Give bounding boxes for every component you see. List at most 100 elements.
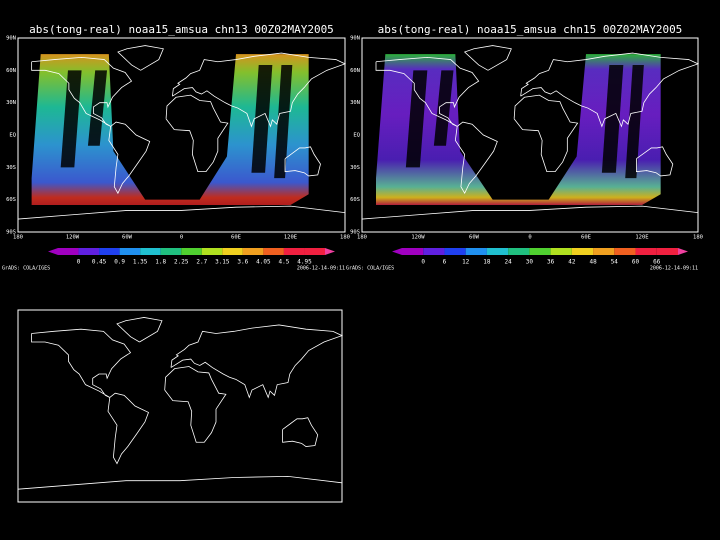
lat-label: 30S <box>6 165 16 171</box>
lat-label: 90S <box>350 230 360 236</box>
colorbar-segment <box>222 248 243 255</box>
lat-label: 90N <box>350 36 360 42</box>
colorbar-end <box>392 248 402 255</box>
coastline <box>117 45 164 71</box>
colorbar-segment <box>78 248 100 255</box>
colorbar-label: 3.6 <box>237 259 248 266</box>
colorbar-label: 54 <box>611 259 619 266</box>
swath-gap <box>251 64 273 173</box>
colorbar-label: 1.8 <box>155 259 166 266</box>
lat-label: 30N <box>6 100 16 106</box>
colorbar-end <box>48 248 58 255</box>
footer-left: GrADS: COLA/IGES <box>2 266 50 272</box>
map-panel <box>361 37 700 233</box>
colorbar-label: 4.5 <box>279 259 290 266</box>
colorbar-segment <box>465 248 487 255</box>
coastline <box>164 366 227 443</box>
coastline <box>375 56 480 127</box>
colorbar-label: 36 <box>547 259 555 266</box>
footer-right: 2006-12-14-09:11 <box>297 266 345 272</box>
coastline <box>636 146 674 177</box>
coastline <box>284 146 321 177</box>
panel-title: abs(tong-real) noaa15_amsua chn15 00Z02M… <box>378 23 683 36</box>
colorbar-label: 2.25 <box>174 259 189 266</box>
colorbar-label: 42 <box>568 259 576 266</box>
colorbar-label: 60 <box>632 259 640 266</box>
colorbar-end <box>678 248 688 255</box>
colorbar-label: 1.35 <box>133 259 148 266</box>
lon-label: 60E <box>581 235 591 241</box>
colorbar-segment <box>160 248 182 255</box>
colorbar-segment <box>242 248 264 255</box>
colorbar-label: 12 <box>462 259 470 266</box>
colorbar-segment <box>283 248 305 255</box>
coastline <box>463 45 512 71</box>
colorbar-label: 3.15 <box>215 259 230 266</box>
lon-label: 180 <box>357 235 367 241</box>
lat-label: 90N <box>6 36 16 42</box>
lat-label: 60N <box>350 68 360 74</box>
lon-label: 120E <box>635 235 648 241</box>
lon-label: 0 <box>180 235 183 241</box>
colorbar-label: 18 <box>483 259 491 266</box>
colorbar-segment <box>656 248 678 255</box>
colorbar-segment <box>571 248 594 255</box>
colorbar-label: 0 <box>421 259 425 266</box>
coastline <box>31 328 132 398</box>
lat-label: 60S <box>350 197 360 203</box>
colorbar-label: 4.05 <box>256 259 271 266</box>
colorbar-label: 48 <box>589 259 597 266</box>
swath-gap <box>625 64 644 179</box>
lat-label: EQ <box>9 133 16 139</box>
lat-label: 90S <box>6 230 16 236</box>
colorbar-segment <box>614 248 636 255</box>
lon-label: 60W <box>469 235 480 241</box>
colorbar-segment <box>529 248 551 255</box>
colorbar-label: 2.7 <box>196 259 207 266</box>
lat-label: 60N <box>6 68 16 74</box>
coastline <box>31 56 133 127</box>
panel-title: abs(tong-real) noaa15_amsua chn13 00Z02M… <box>29 23 334 36</box>
swath-gap <box>405 70 428 168</box>
lon-label: 60W <box>122 235 133 241</box>
colorbar-segment <box>58 248 79 255</box>
lon-label: 180 <box>13 235 23 241</box>
coastline <box>513 94 579 173</box>
colorbar-segment <box>444 248 466 255</box>
swath-gap <box>433 70 454 146</box>
colorbar-segment <box>550 248 572 255</box>
coastline <box>172 52 347 128</box>
colorbar-segment <box>181 248 202 255</box>
coastline <box>17 475 343 490</box>
colorbar-label: 0.9 <box>114 259 125 266</box>
lon-label: 120E <box>284 235 297 241</box>
footer-right: 2006-12-14-09:11 <box>650 266 698 272</box>
lat-label: 30N <box>350 100 360 106</box>
lon-label: 60E <box>231 235 241 241</box>
map-panel <box>17 309 344 503</box>
coastline <box>520 52 700 128</box>
coastline <box>170 324 344 399</box>
lon-label: 120W <box>66 235 80 241</box>
colorbar-segment <box>201 248 223 255</box>
map-frame <box>17 309 343 503</box>
swath-gap <box>601 64 624 173</box>
coastline <box>282 417 319 447</box>
colorbar-label: 0 <box>77 259 81 266</box>
lon-label: 0 <box>528 235 531 241</box>
colorbar-segment <box>119 248 141 255</box>
colorbar-segment <box>486 248 509 255</box>
colorbar-segment <box>423 248 445 255</box>
colorbar-label: 24 <box>505 259 513 266</box>
lon-label: 180 <box>693 235 703 241</box>
coastline <box>116 317 163 343</box>
coastline <box>108 121 151 195</box>
lat-label: EQ <box>353 133 360 139</box>
colorbar-segment <box>635 248 657 255</box>
colorbar-label: 66 <box>653 259 661 266</box>
colorbar-label: 4.95 <box>297 259 312 266</box>
lon-label: 120W <box>411 235 425 241</box>
coastline <box>17 205 346 220</box>
swath-gap <box>60 70 82 168</box>
footer-left: GrADS: COLA/IGES <box>346 266 394 272</box>
